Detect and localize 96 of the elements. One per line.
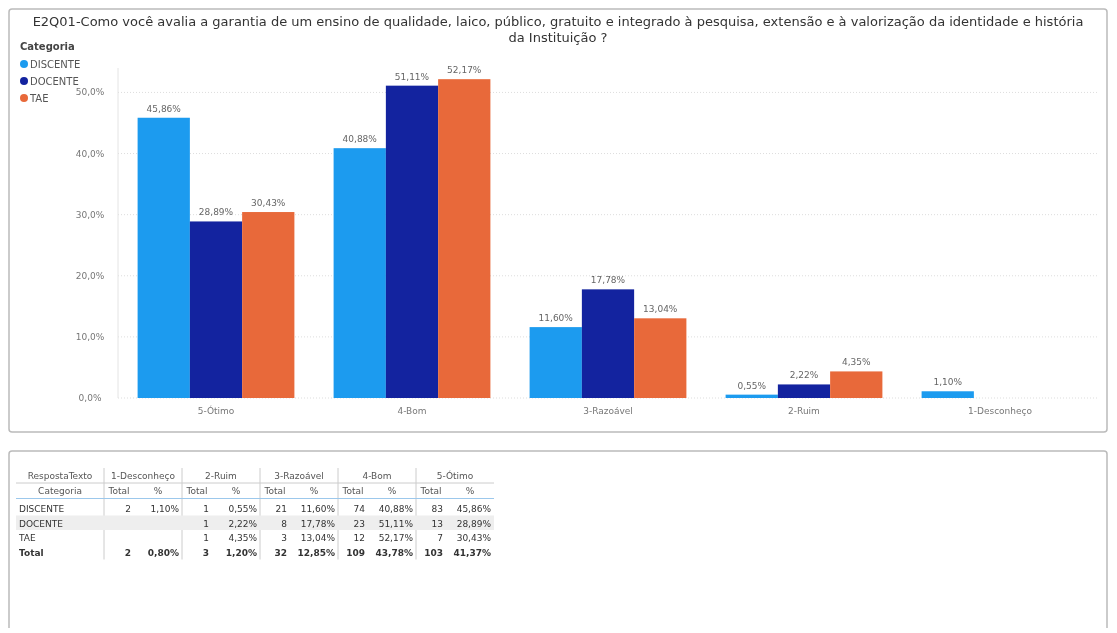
x-tick-label: 1-Desconheço: [968, 406, 1033, 416]
bar: [634, 318, 687, 398]
text: 1: [203, 504, 209, 514]
text: 3: [281, 533, 287, 543]
category-label: DOCENTE: [19, 518, 63, 529]
text: 2: [124, 547, 131, 558]
text: 1,20%: [225, 547, 257, 558]
x-tick-label: 2-Ruim: [788, 406, 820, 416]
bar: [438, 79, 491, 398]
text: RespostaTexto: [27, 471, 93, 481]
data-label: 0,55%: [737, 380, 767, 391]
bar: [921, 391, 974, 398]
text: 21: [275, 504, 287, 514]
y-tick-label: 10,0%: [75, 331, 105, 342]
text: 1,10%: [150, 504, 179, 514]
category-label: 3-Razoável: [274, 471, 324, 481]
data-label: 40,88%: [342, 134, 378, 145]
data-label: 30,43%: [251, 198, 286, 209]
y-tick-label: 0,0%: [78, 393, 102, 403]
text: 43,78%: [375, 547, 413, 558]
category-label: Total: [19, 547, 44, 558]
category-label: 1-Desconheço: [111, 471, 176, 481]
data-label: 17,78%: [590, 275, 626, 286]
bar: [189, 221, 243, 398]
text: %: [153, 485, 163, 496]
text: 13: [431, 518, 443, 529]
text: 45,86%: [456, 504, 491, 514]
text: 83: [431, 504, 443, 514]
text: 8: [281, 518, 287, 529]
text: Total: [107, 485, 130, 496]
y-tick-label: 20,0%: [75, 270, 105, 281]
category-label: DISCENTE: [19, 504, 65, 514]
bar: [529, 327, 582, 398]
x-tick-label: 3-Razoável: [583, 406, 633, 416]
text: %: [231, 485, 241, 496]
data-label: 51,11%: [394, 71, 430, 82]
data-label: 1,10%: [933, 377, 963, 388]
text: 12: [353, 533, 365, 543]
bar: [333, 148, 386, 398]
data-label: 2,22%: [789, 370, 819, 381]
text: Total: [264, 485, 286, 496]
text: 109: [346, 547, 365, 558]
bar: [385, 85, 439, 398]
text: 1: [203, 518, 209, 529]
text: 4,35%: [228, 533, 257, 543]
text: 52,17%: [378, 533, 413, 543]
text: 12,85%: [297, 547, 335, 558]
data-label: 11,60%: [538, 313, 574, 324]
y-tick-label: 40,0%: [75, 148, 105, 159]
text: 2: [125, 504, 131, 514]
text: %: [387, 485, 397, 496]
text: Categoria: [38, 485, 82, 496]
data-label: 52,17%: [447, 65, 482, 76]
bar: [830, 371, 883, 398]
legend-label: DISCENTE: [30, 59, 81, 70]
text: 2,22%: [228, 518, 257, 529]
text: 1: [203, 533, 209, 543]
text: 11,60%: [300, 504, 335, 514]
x-tick-label: 4-Bom: [397, 406, 427, 416]
text: 28,89%: [456, 518, 491, 529]
bar: [777, 384, 831, 398]
text: Total: [342, 485, 364, 496]
data-label: 45,86%: [146, 103, 182, 114]
category-label: 5-Ótimo: [436, 470, 474, 481]
x-tick-label: 5-Ótimo: [197, 405, 235, 416]
text: 13,04%: [300, 533, 335, 543]
text: 30,43%: [456, 533, 491, 543]
text: 74: [353, 504, 365, 514]
text: 41,37%: [453, 547, 491, 558]
category-label: 2-Ruim: [205, 471, 237, 481]
category-label: TAE: [19, 533, 36, 543]
text: 7: [437, 533, 443, 543]
text: 32: [274, 547, 287, 558]
category-label: 4-Bom: [362, 471, 392, 481]
text: 51,11%: [378, 518, 413, 529]
text: 23: [353, 518, 365, 529]
text: 17,78%: [300, 518, 335, 529]
y-tick-label: 50,0%: [75, 87, 105, 98]
text: Total: [186, 485, 208, 496]
text: Total: [420, 485, 442, 496]
bar: [242, 212, 295, 398]
text: %: [309, 485, 319, 496]
text: 40,88%: [378, 504, 413, 514]
bar: [581, 289, 635, 398]
bar: [137, 117, 190, 398]
legend-label: TAE: [29, 93, 49, 104]
data-label: 28,89%: [198, 207, 234, 218]
text: 103: [424, 547, 443, 558]
legend-label: DOCENTE: [30, 76, 79, 87]
data-label: 4,35%: [841, 357, 872, 368]
y-tick-label: 30,0%: [75, 209, 105, 220]
text: 0,80%: [147, 547, 179, 558]
text: %: [465, 485, 475, 496]
data-label: 13,04%: [643, 304, 678, 315]
text: 0,55%: [228, 504, 257, 514]
text: 3: [202, 547, 209, 558]
